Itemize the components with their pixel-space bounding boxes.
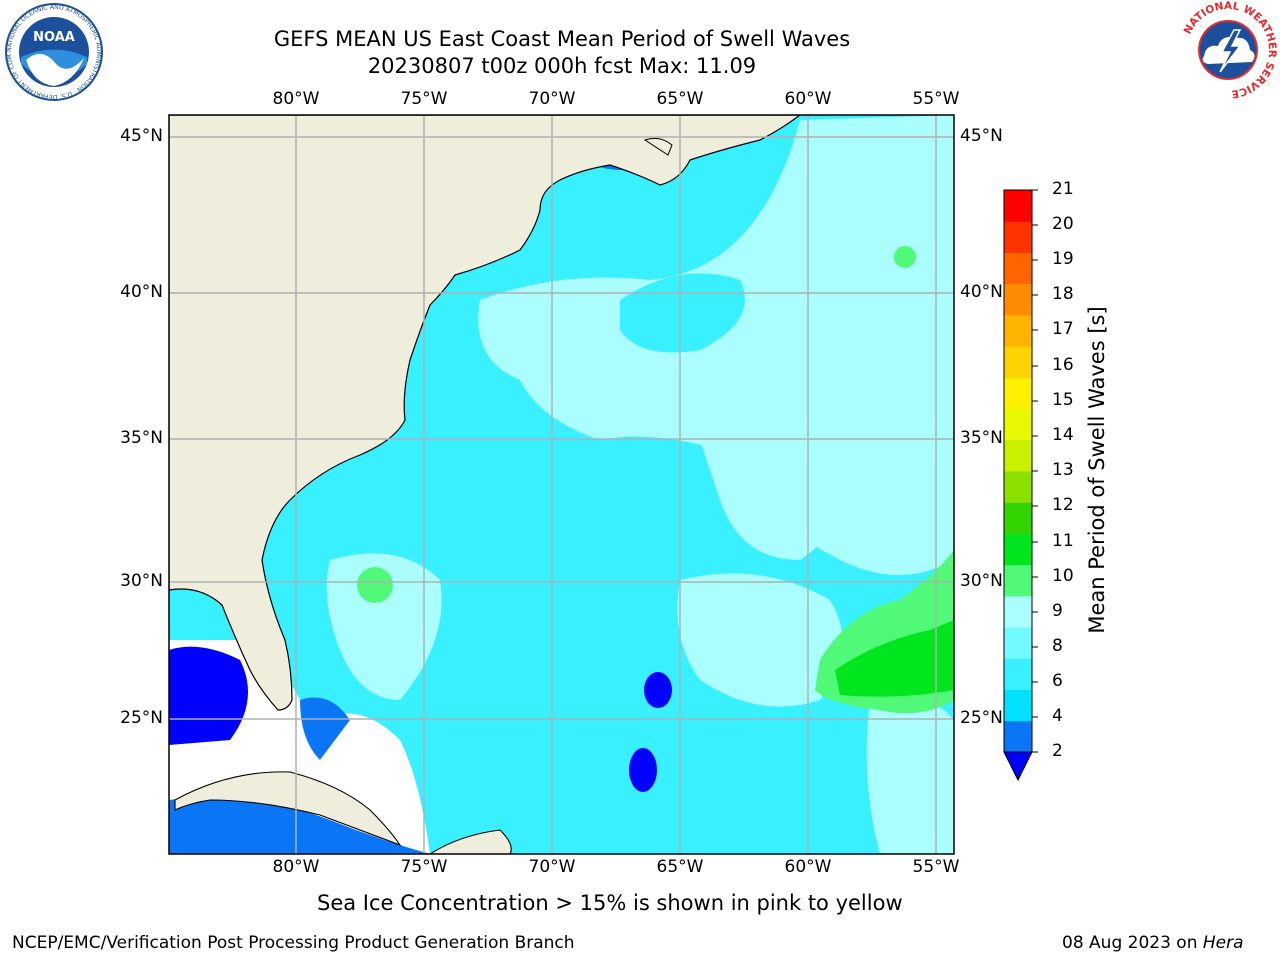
footer-right: 08 Aug 2023 on Hera [1062, 933, 1244, 953]
swell-region-light-5 [866, 697, 954, 854]
colorbar-swatch [1004, 252, 1032, 285]
footer-host: Hera [1202, 933, 1244, 953]
colorbar-tick-label: 18 [1052, 284, 1074, 304]
north-america-landmass [169, 115, 802, 711]
lon-label-top: 70°W [528, 89, 576, 109]
swell-region-light-4 [326, 553, 442, 700]
lon-label-top: 80°W [272, 89, 320, 109]
colorbar-swatch [1004, 595, 1032, 628]
lon-label-top: 65°W [656, 89, 704, 109]
lat-label-right: 45°N [960, 126, 1003, 146]
colorbar-swatch [1004, 658, 1032, 691]
colorbar-swatch [1004, 439, 1032, 472]
lat-label-left: 30°N [120, 571, 163, 591]
graticule [169, 115, 954, 854]
colorbar-swatch [1004, 502, 1032, 534]
swell-band-bright-green [835, 620, 954, 697]
lon-label-bottom: 75°W [400, 857, 448, 877]
colorbar-extend-triangle [1003, 751, 1033, 782]
lat-label-right: 35°N [960, 428, 1003, 448]
lat-label-left: 25°N [120, 708, 163, 728]
colorbar-tick-label: 19 [1052, 249, 1074, 269]
nova-scotia-tip [643, 137, 673, 156]
lon-label-bottom: 60°W [784, 857, 832, 877]
colorbar-swatch [1004, 190, 1032, 222]
colorbar-tick-label: 21 [1052, 179, 1074, 199]
lat-label-right: 40°N [960, 282, 1003, 302]
colorbar-label: Mean Period of Swell Waves [s] [1085, 306, 1109, 634]
colorbar-tick-label: 4 [1052, 706, 1063, 726]
swell-region-light-3 [677, 573, 843, 707]
caribbean-blue [169, 797, 430, 854]
colorbar-tick-label: 14 [1052, 425, 1074, 445]
colorbar-tick-label: 20 [1052, 214, 1074, 234]
lat-label-left: 35°N [120, 428, 163, 448]
lon-label-bottom: 55°W [912, 857, 960, 877]
lon-label-bottom: 80°W [272, 857, 320, 877]
colorbar-tick-label: 9 [1052, 601, 1063, 621]
colorbar-tick-label: 11 [1052, 531, 1074, 551]
colorbar-tick-label: 12 [1052, 495, 1074, 515]
colorbar-tick-label: 10 [1052, 566, 1074, 586]
colorbar-swatch [1004, 346, 1032, 378]
lat-label-left: 40°N [120, 282, 163, 302]
lat-label-left: 45°N [120, 126, 163, 146]
lon-label-bottom: 70°W [528, 857, 576, 877]
colorbar-tick-label: 13 [1052, 460, 1074, 480]
colorbar-swatch [1004, 471, 1032, 503]
chart-title: GEFS MEAN US East Coast Mean Period of S… [273, 27, 851, 51]
green-patch-1 [357, 567, 393, 603]
colorbar-swatch [1004, 533, 1032, 566]
colorbar-swatch [1004, 377, 1032, 410]
chart-subtitle: 20230807 t00z 000h fcst Max: 11.09 [367, 54, 757, 78]
green-patch-2 [894, 246, 916, 268]
lon-label-top: 60°W [784, 89, 832, 109]
colorbar-swatch [1004, 720, 1032, 753]
nws-logo: NATIONAL WEATHER SERVICE [1178, 0, 1278, 100]
hispaniola-island [428, 829, 512, 854]
bahamas-blue [300, 697, 350, 760]
colorbar-swatch [1004, 689, 1032, 722]
noaa-logo: NATIONAL OCEANIC AND ATMOSPHERIC ADMINIS… [1, 0, 104, 102]
colorbar-swatch [1004, 408, 1032, 441]
deep-blue-patch-2 [629, 748, 657, 792]
colorbar-tick-label: 8 [1052, 636, 1063, 656]
lat-label-right: 30°N [960, 571, 1003, 591]
colorbar-swatch [1004, 221, 1032, 253]
footer-date: 08 Aug 2023 on [1062, 933, 1203, 953]
colorbar-swatch [1004, 564, 1032, 597]
lon-label-bottom: 65°W [656, 857, 704, 877]
footer-left: NCEP/EMC/Verification Post Processing Pr… [12, 933, 575, 953]
colorbar-swatch [1004, 283, 1032, 316]
lon-label-top: 75°W [400, 89, 448, 109]
swell-region-light-2 [700, 434, 836, 560]
colorbar-tick-label: 2 [1052, 741, 1063, 761]
colorbar-tick-label: 15 [1052, 390, 1074, 410]
colorbar-swatch [1004, 627, 1032, 659]
swell-region-light [478, 115, 954, 575]
lon-label-top: 55°W [912, 89, 960, 109]
map-frame [168, 114, 955, 855]
lat-label-right: 25°N [960, 708, 1003, 728]
gulf-deep-blue [169, 646, 248, 745]
colorbar-swatches [1003, 189, 1038, 782]
colorbar-tick-label: 16 [1052, 355, 1074, 375]
deep-blue-patch-1 [644, 672, 672, 708]
colorbar-tick-label: 6 [1052, 671, 1063, 691]
colorbar-swatch [1004, 314, 1032, 347]
cuba-island [174, 771, 402, 847]
map-caption: Sea Ice Concentration > 15% is shown in … [317, 891, 903, 915]
noaa-letters: NOAA [33, 30, 75, 45]
colorbar-tick-label: 17 [1052, 319, 1074, 339]
